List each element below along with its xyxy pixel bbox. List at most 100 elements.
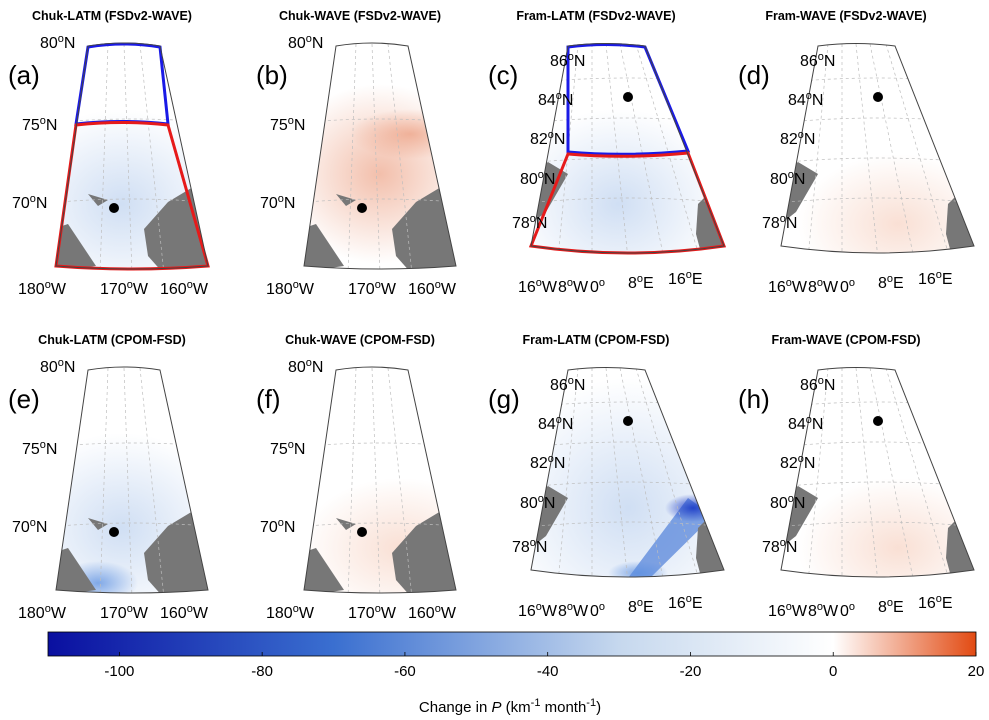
lon-label: 16oE <box>668 269 703 288</box>
lat-label: 80oN <box>40 357 75 376</box>
lat-label: 82oN <box>530 129 565 148</box>
lon-line <box>99 367 109 593</box>
panel-b: Chuk-WAVE (FSDv2-WAVE) (b)80oN 75oN 70oN 180… <box>256 9 457 298</box>
map-content <box>781 367 974 577</box>
lon-label: 170oW <box>100 603 149 622</box>
lat-label: 70oN <box>260 517 295 536</box>
lon-line <box>855 43 879 253</box>
lat-label: 80oN <box>770 169 805 188</box>
lon-label: 16oW <box>518 277 558 296</box>
station-dot <box>873 92 883 102</box>
lon-line <box>99 43 109 269</box>
box-north <box>566 43 691 156</box>
panel-label: (h) <box>738 384 770 414</box>
lat-label: 75oN <box>270 115 305 134</box>
lat-label: 86oN <box>550 375 585 394</box>
change-field <box>798 478 974 577</box>
graticule <box>304 43 456 269</box>
map-frame <box>303 366 457 594</box>
map-frame <box>780 43 975 254</box>
station-dot <box>109 527 119 537</box>
lon-label: 16oW <box>518 601 558 620</box>
land-svalbard <box>946 516 974 577</box>
station-dot <box>873 416 883 426</box>
panel-e: Chuk-LATM (CPOM-FSD) (e)80oN 75oN 70oN 180oW… <box>8 333 209 622</box>
lon-label: 8oE <box>628 273 654 292</box>
map-frame <box>530 43 725 254</box>
land-siberia <box>56 224 96 269</box>
lon-label: 8oW <box>808 277 839 296</box>
panel-h: Fram-WAVE (CPOM-FSD) (h) 86oN 84oN 82oN 80oN 7… <box>738 333 975 620</box>
lat-label: 78oN <box>762 537 797 556</box>
panel-d: Fram-WAVE (FSDv2-WAVE) (d) 86oN 84oN 82oN 80o… <box>738 9 975 296</box>
panel-label: (b) <box>256 60 288 90</box>
land-svalbard <box>696 192 724 253</box>
lon-label: 0o <box>590 277 605 296</box>
map-frame <box>55 366 209 594</box>
lat-label: 80oN <box>770 493 805 512</box>
lon-line <box>869 367 915 577</box>
lat-label: 86oN <box>800 375 835 394</box>
lat-label: 78oN <box>512 213 547 232</box>
map-frame <box>780 367 975 578</box>
lat-label: 84oN <box>538 414 573 433</box>
change-field-low <box>608 561 668 577</box>
lon-line <box>869 43 915 253</box>
station-dot <box>357 527 367 537</box>
lon-line <box>619 367 665 577</box>
lat-label: 78oN <box>512 537 547 556</box>
lon-line <box>855 367 879 577</box>
lat-label: 70oN <box>260 193 295 212</box>
change-field-peak <box>350 109 456 159</box>
lon-label: 16oE <box>918 269 953 288</box>
panel-a: Chuk-LATM (FSDv2-WAVE) (a)80oN 75oN 70oN 180… <box>8 9 210 298</box>
colorbar <box>47 631 977 657</box>
colorbar-tick-label: -100 <box>104 663 134 680</box>
colorbar-tick-label: -20 <box>680 663 702 680</box>
lon-line <box>371 367 381 593</box>
station-dot <box>109 203 119 213</box>
lat-label: 82oN <box>530 453 565 472</box>
colorbar-tick-label: -80 <box>251 663 273 680</box>
lat-label: 82oN <box>780 453 815 472</box>
lon-label: 180oW <box>18 603 67 622</box>
map-content <box>56 367 208 593</box>
lat-label: 82oN <box>780 129 815 148</box>
lon-line <box>139 43 165 269</box>
lat-label: 84oN <box>538 90 573 109</box>
lon-label: 160oW <box>160 603 209 622</box>
panel-c: Fram-LATM (FSDv2-WAVE) (c) 86oN 84oN 82oN 80o… <box>488 9 727 296</box>
lon-label: 160oW <box>408 279 457 298</box>
change-field <box>798 154 974 253</box>
map-frame <box>303 42 457 270</box>
panel-title: Chuk-WAVE (CPOM-FSD) <box>285 333 435 347</box>
lon-label: 0o <box>590 601 605 620</box>
lat-label: 80oN <box>40 33 75 52</box>
map-content <box>56 43 208 269</box>
map-frame <box>55 42 209 270</box>
panel-title: Fram-WAVE (CPOM-FSD) <box>771 333 920 347</box>
lon-label: 16oE <box>918 593 953 612</box>
land-siberia <box>304 224 344 269</box>
lon-label: 180oW <box>266 279 315 298</box>
land-svalbard <box>696 516 724 577</box>
colorbar-tick-label: 0 <box>829 663 837 680</box>
lon-label: 0o <box>840 601 855 620</box>
panel-title: Fram-LATM (FSDv2-WAVE) <box>516 9 675 23</box>
lon-line <box>885 43 951 253</box>
lon-label: 0o <box>840 277 855 296</box>
lat-label: 80oN <box>520 169 555 188</box>
lon-line <box>635 43 701 253</box>
panel-title: Chuk-LATM (CPOM-FSD) <box>38 333 186 347</box>
panel-f: Chuk-WAVE (CPOM-FSD) (f) 80oN 75oN 70oN 180oW… <box>256 333 457 622</box>
lon-label: 170oW <box>348 603 397 622</box>
lat-label: 80oN <box>288 33 323 52</box>
lat-label: 75oN <box>22 115 57 134</box>
graticule <box>304 367 456 593</box>
lat-label: 70oN <box>12 517 47 536</box>
lon-line <box>139 367 165 593</box>
lon-line <box>123 43 133 269</box>
panel-title: Fram-LATM (CPOM-FSD) <box>523 333 670 347</box>
lon-line <box>635 367 701 577</box>
